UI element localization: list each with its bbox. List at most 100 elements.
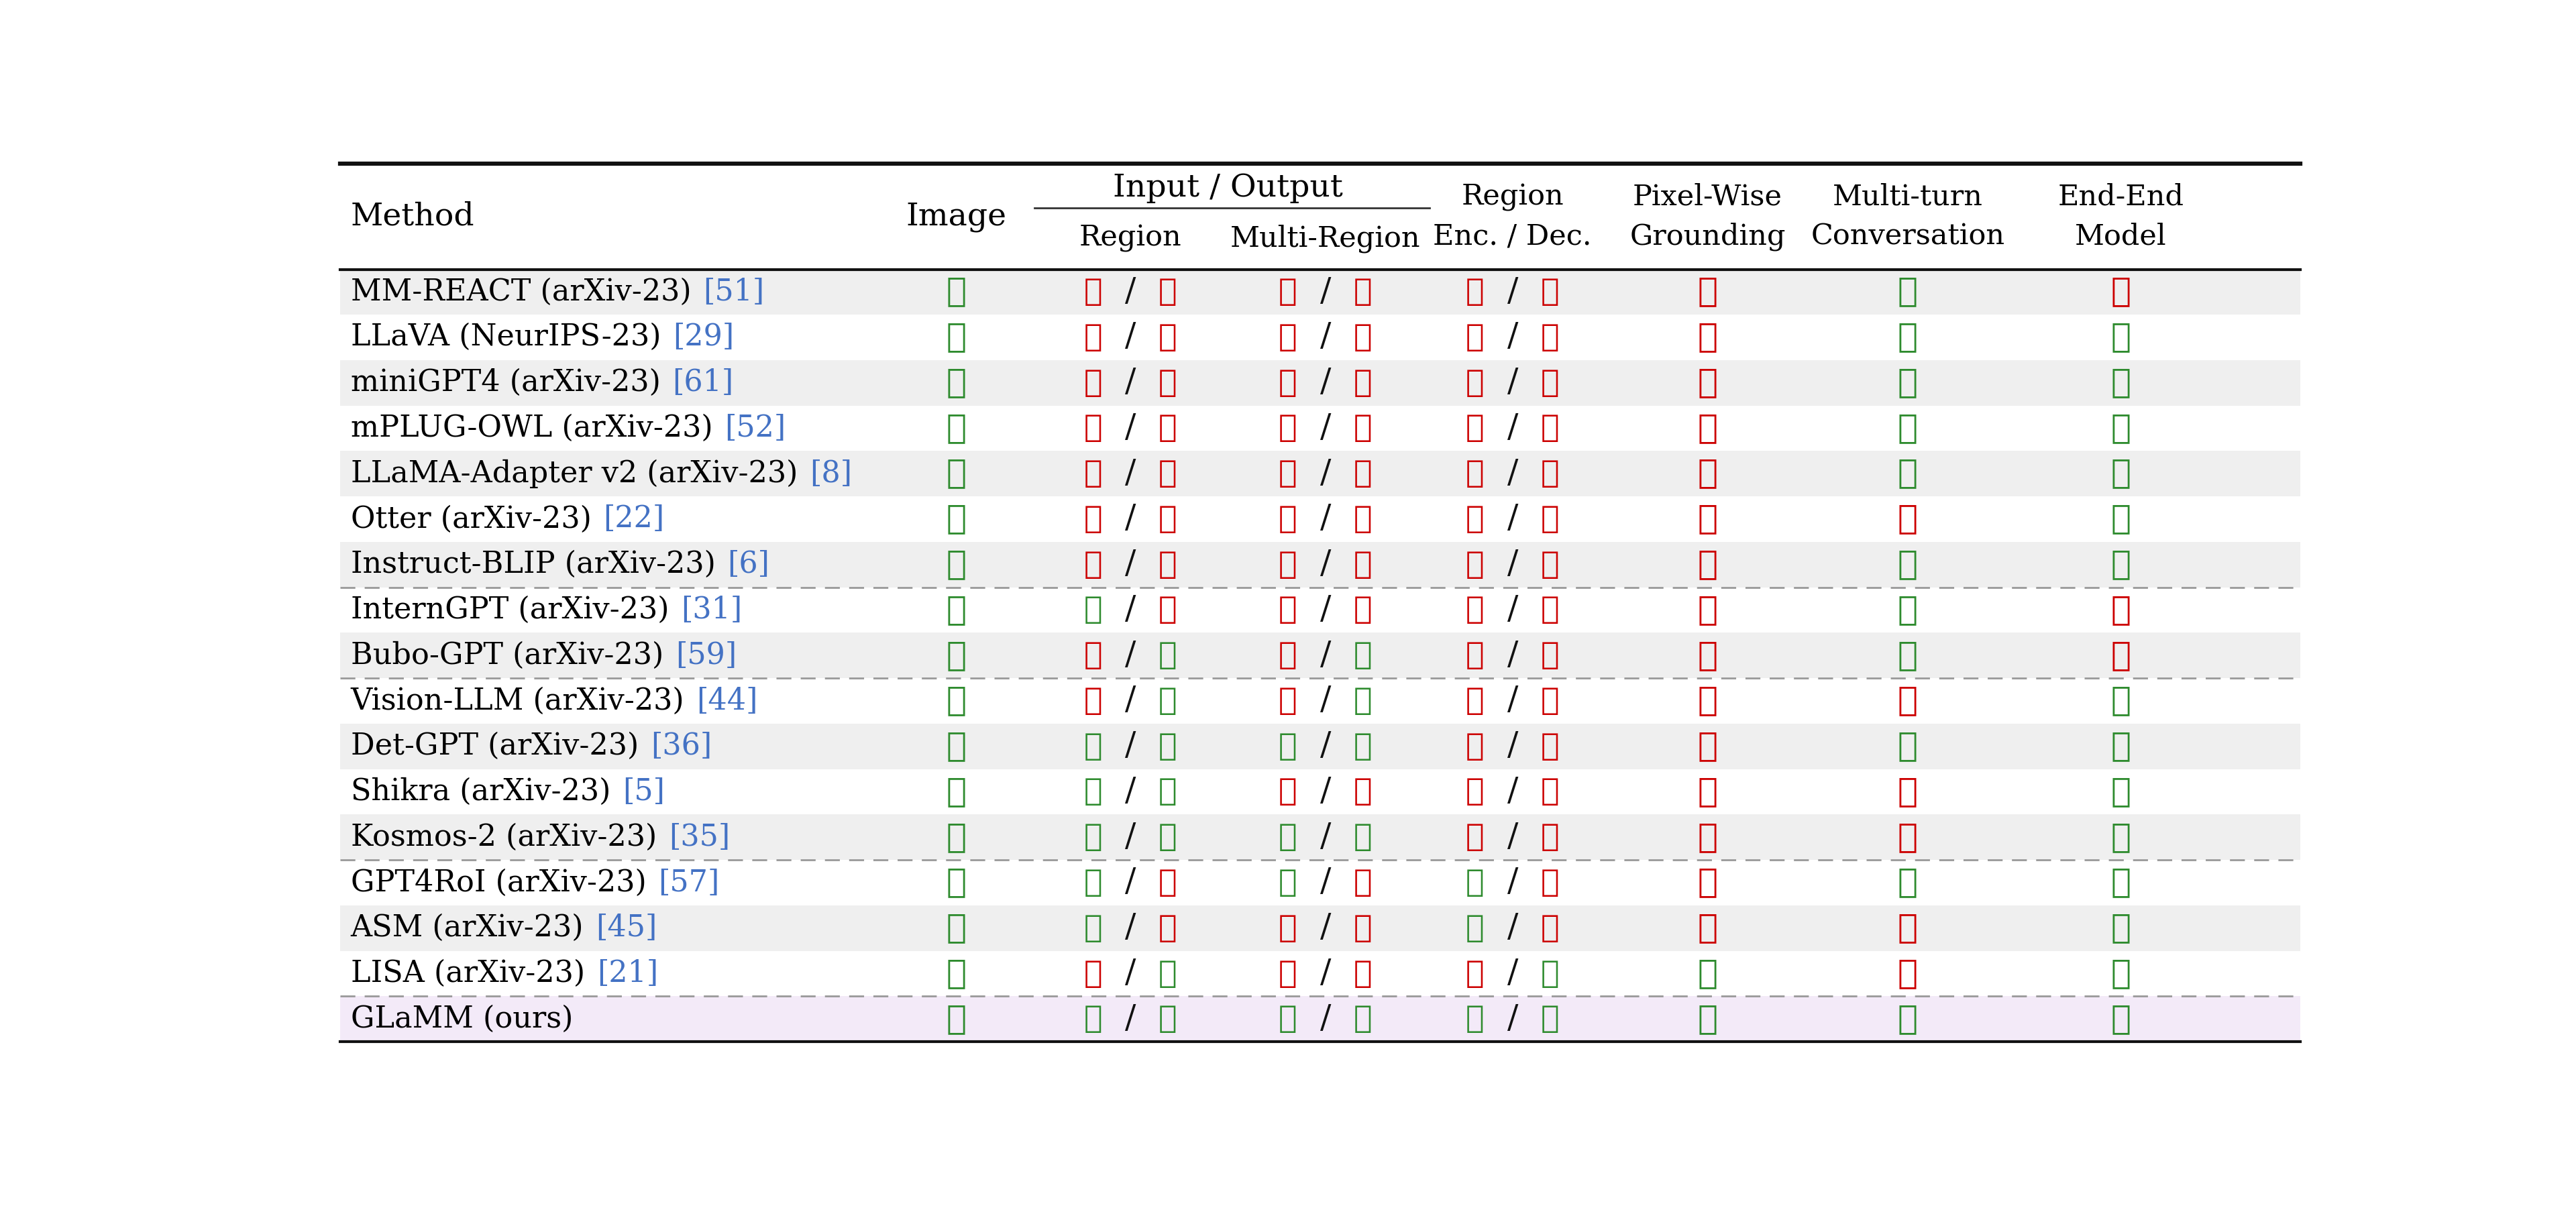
Bar: [340, 997, 2300, 1042]
Text: ✗: ✗: [1540, 640, 1558, 671]
Bar: [340, 588, 2300, 632]
Text: /: /: [1126, 367, 1136, 398]
Text: ✓: ✓: [1352, 822, 1373, 852]
Text: ✓: ✓: [945, 276, 966, 308]
Text: MM-REACT (arXiv-23): MM-REACT (arXiv-23): [350, 277, 701, 306]
Text: ✓: ✓: [1159, 776, 1177, 807]
Text: ✗: ✗: [1698, 367, 1718, 399]
Text: /: /: [1319, 822, 1332, 853]
Text: ✓: ✓: [1899, 412, 1917, 444]
Text: ✓: ✓: [2110, 821, 2130, 853]
Text: LISA (arXiv-23): LISA (arXiv-23): [350, 959, 595, 988]
Text: /: /: [1319, 640, 1332, 671]
Text: ✓: ✓: [1899, 730, 1917, 762]
Text: /: /: [1126, 322, 1136, 353]
Text: /: /: [1319, 458, 1332, 489]
Text: ✓: ✓: [1540, 958, 1558, 989]
Text: ✗: ✗: [2110, 594, 2130, 626]
Text: ✓: ✓: [1698, 1003, 1718, 1036]
Text: /: /: [1126, 776, 1136, 807]
Text: ✗: ✗: [1159, 595, 1177, 625]
Text: ✓: ✓: [945, 1003, 966, 1036]
Text: ✗: ✗: [1540, 458, 1558, 489]
Text: ✗: ✗: [1698, 912, 1718, 944]
Text: /: /: [1126, 413, 1136, 444]
Text: /: /: [1507, 458, 1517, 489]
Text: Method: Method: [350, 202, 474, 232]
Text: ✗: ✗: [1540, 504, 1558, 534]
Text: /: /: [1319, 549, 1332, 580]
Text: Shikra (arXiv-23): Shikra (arXiv-23): [350, 777, 621, 806]
Text: ✓: ✓: [1278, 822, 1298, 852]
Text: ✗: ✗: [1084, 277, 1103, 307]
Text: ✓: ✓: [1278, 731, 1298, 761]
Text: ✗: ✗: [1540, 776, 1558, 807]
Text: ✗: ✗: [1278, 958, 1298, 989]
Text: /: /: [1507, 276, 1517, 307]
Text: ✓: ✓: [1899, 867, 1917, 900]
Text: ✓: ✓: [2110, 912, 2130, 944]
Text: ✓: ✓: [945, 320, 966, 353]
Bar: [340, 679, 2300, 724]
Text: ✗: ✗: [1698, 685, 1718, 717]
Text: miniGPT4 (arXiv-23): miniGPT4 (arXiv-23): [350, 368, 670, 397]
Text: ✓: ✓: [1899, 320, 1917, 353]
Text: ✓: ✓: [1899, 276, 1917, 308]
Bar: [340, 951, 2300, 997]
Text: [44]: [44]: [696, 686, 757, 715]
Text: ✓: ✓: [1084, 822, 1103, 852]
Text: /: /: [1126, 549, 1136, 580]
Text: [22]: [22]: [603, 505, 665, 534]
Text: ✗: ✗: [1352, 458, 1373, 489]
Text: /: /: [1126, 458, 1136, 489]
Text: [8]: [8]: [809, 459, 853, 488]
Bar: [340, 632, 2300, 679]
Text: Input / Output: Input / Output: [1113, 174, 1342, 204]
Text: ✓: ✓: [1540, 1004, 1558, 1034]
Text: LLaVA (NeurIPS-23): LLaVA (NeurIPS-23): [350, 323, 670, 352]
Text: /: /: [1507, 867, 1517, 898]
Text: /: /: [1126, 1003, 1136, 1034]
Text: ✗: ✗: [1159, 368, 1177, 398]
Text: ✗: ✗: [1466, 776, 1484, 807]
Text: mPLUG-OWL (arXiv-23): mPLUG-OWL (arXiv-23): [350, 414, 721, 443]
Text: /: /: [1126, 822, 1136, 853]
Text: /: /: [1126, 685, 1136, 716]
Text: /: /: [1319, 867, 1332, 898]
Text: /: /: [1126, 913, 1136, 943]
Text: ✗: ✗: [1466, 686, 1484, 716]
Text: ✗: ✗: [1698, 776, 1718, 809]
Bar: [340, 361, 2300, 405]
Text: ✓: ✓: [945, 776, 966, 809]
Text: [57]: [57]: [659, 868, 719, 897]
Text: ✓: ✓: [945, 730, 966, 762]
Text: ✗: ✗: [1698, 320, 1718, 353]
Text: [29]: [29]: [672, 323, 734, 352]
Text: ✗: ✗: [1466, 640, 1484, 671]
Text: /: /: [1507, 685, 1517, 716]
Text: ✗: ✗: [1466, 458, 1484, 489]
Text: Image: Image: [907, 202, 1007, 232]
Text: /: /: [1319, 322, 1332, 353]
Text: ASM (arXiv-23): ASM (arXiv-23): [350, 914, 592, 942]
Text: [51]: [51]: [703, 277, 765, 306]
Text: /: /: [1319, 276, 1332, 307]
Text: [61]: [61]: [672, 368, 734, 397]
Text: Multi-turn
Conversation: Multi-turn Conversation: [1811, 183, 2004, 250]
Bar: [340, 768, 2300, 815]
Text: /: /: [1507, 549, 1517, 580]
Text: /: /: [1507, 594, 1517, 625]
Text: ✗: ✗: [1899, 957, 1917, 989]
Text: ✗: ✗: [1352, 504, 1373, 534]
Text: ✓: ✓: [1159, 731, 1177, 761]
Text: [31]: [31]: [680, 596, 742, 624]
Text: ✗: ✗: [1540, 368, 1558, 398]
Text: Pixel-Wise
Grounding: Pixel-Wise Grounding: [1631, 183, 1785, 250]
Text: ✓: ✓: [1899, 1003, 1917, 1036]
Text: /: /: [1126, 276, 1136, 307]
Text: ✓: ✓: [2110, 320, 2130, 353]
Text: ✓: ✓: [1698, 957, 1718, 989]
Text: ✗: ✗: [1159, 913, 1177, 943]
Text: /: /: [1319, 594, 1332, 625]
Text: ✓: ✓: [945, 594, 966, 626]
